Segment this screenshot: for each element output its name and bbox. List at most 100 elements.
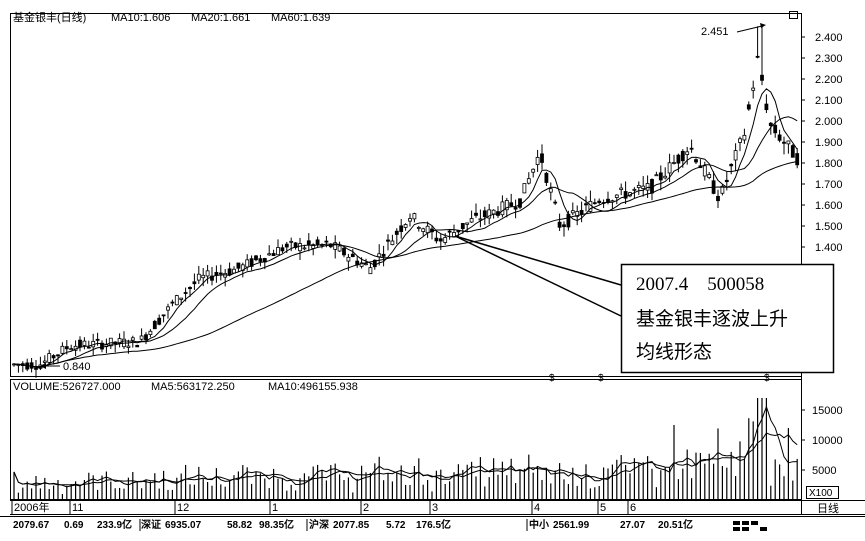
candle-body [179, 297, 184, 300]
candle-body [69, 348, 74, 351]
candle-body [34, 367, 38, 370]
candle-body [755, 55, 760, 58]
status-bar: 2079.67 0.69 233.9亿 深证 6935.07 58.82 98.… [13, 518, 767, 531]
sz-prefix: 深证 [141, 518, 161, 531]
candle-body [738, 138, 742, 143]
candle-body [509, 202, 514, 207]
candle-body [315, 239, 320, 245]
candle-body [548, 188, 553, 193]
callout-pointer [454, 235, 622, 317]
candle-body [469, 218, 474, 223]
candle-body [51, 355, 56, 359]
candle-body [645, 183, 650, 191]
price-tick-label: 1.400 [815, 242, 843, 254]
candle-body [733, 150, 738, 161]
candle-body [346, 256, 351, 262]
volume-ma10-label: MA10:496155.938 [268, 381, 358, 393]
candle-body [434, 237, 439, 242]
candle-body [254, 255, 258, 261]
candle-body [403, 224, 408, 228]
callout-box [620, 263, 835, 374]
candle-body [557, 221, 562, 228]
candle-body [729, 163, 734, 167]
candle-body [350, 253, 355, 258]
candle-body [161, 314, 166, 317]
candle-body [584, 203, 588, 206]
date-tick-label: 3 [432, 502, 438, 514]
candle-body [443, 237, 448, 243]
date-tick-label: 1 [272, 502, 278, 514]
date-axis: 2006年 11 12 1 2 3 4 5 6 [11, 500, 636, 514]
candle-body [100, 342, 104, 350]
hs-change: 5.72 [386, 520, 406, 531]
candle-body [575, 211, 580, 217]
price-tick-label: 1.600 [815, 200, 843, 212]
candle-body [210, 275, 214, 281]
candle-body [249, 258, 254, 267]
candle-body [482, 210, 487, 218]
candle-body [487, 209, 492, 219]
sh-amount: 233.9亿 [97, 518, 132, 531]
candle-body [636, 184, 641, 188]
candle-body [782, 141, 786, 144]
candle-body [276, 247, 280, 256]
volume-ma5-line [13, 405, 798, 488]
callout-pointer [454, 235, 622, 286]
candle-body [764, 103, 769, 111]
candle-body [386, 239, 390, 242]
candle-body [623, 191, 628, 199]
candle-body [491, 209, 496, 215]
candle-body [680, 150, 685, 162]
sh-index: 2079.67 [13, 520, 50, 531]
candle-body [56, 354, 60, 357]
candle-body [421, 228, 426, 232]
event-marker[interactable]: $ [549, 373, 555, 384]
candle-body [707, 174, 712, 178]
candle-body [676, 154, 681, 164]
date-tick-label: 12 [177, 502, 189, 514]
candle-body [412, 213, 417, 220]
zx-prefix: 中小 [529, 518, 549, 531]
candle-body [130, 337, 135, 341]
date-tick-label: 2006年 [14, 500, 49, 514]
candle-body [579, 210, 584, 215]
candle-body [663, 175, 668, 179]
candle-body [667, 162, 672, 174]
candle-body [95, 338, 100, 341]
candle-body [390, 240, 395, 246]
candle-body [777, 134, 782, 141]
candle-body [694, 159, 698, 163]
candle-body [562, 224, 566, 228]
candle-body [29, 362, 34, 369]
candle-body [672, 162, 676, 164]
moving-averages [13, 88, 798, 369]
candle-body [47, 353, 52, 363]
sz-index: 6935.07 [165, 520, 202, 531]
candle-body [689, 147, 694, 150]
candle-body [513, 207, 518, 210]
candle-body [108, 337, 113, 347]
candle-body [302, 247, 307, 250]
candle-body [152, 320, 157, 330]
candle-body [438, 238, 443, 242]
candle-body [139, 335, 144, 340]
price-tick-label: 1.500 [815, 221, 843, 233]
window-restore-icon[interactable] [789, 11, 798, 19]
candle-body [135, 344, 140, 348]
volume-moving-averages [13, 405, 798, 488]
candle-body [64, 346, 69, 350]
event-marker[interactable]: $ [764, 373, 770, 384]
candle-body [399, 225, 404, 232]
date-tick-label: 5 [600, 502, 606, 514]
candle-body [786, 140, 791, 145]
low-value: 0.840 [63, 361, 91, 373]
callout-line-2: 基金银丰逐波上升 [636, 308, 788, 330]
candle-body [267, 253, 272, 256]
candle-body [201, 274, 206, 279]
high-marker: 2.451 [701, 23, 766, 38]
candle-body [702, 165, 707, 177]
hs-amount: 176.5亿 [416, 518, 451, 531]
candle-body [280, 247, 285, 252]
event-marker[interactable]: $ [598, 373, 604, 384]
date-tick-label: 11 [72, 502, 83, 514]
